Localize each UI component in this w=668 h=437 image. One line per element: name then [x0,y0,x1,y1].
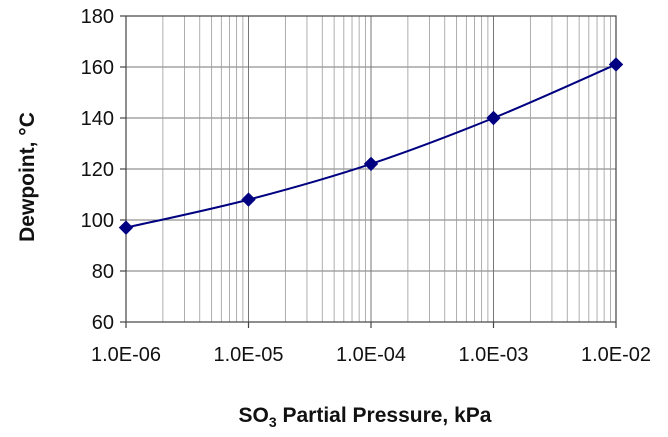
y-tick-label: 180 [81,6,114,28]
y-tick-label: 120 [81,159,114,181]
y-tick-label: 160 [81,57,114,79]
x-axis-title-sub: 3 [269,414,277,430]
x-axis-title: SO3 Partial Pressure, kPa [239,404,492,430]
data-point-marker [486,110,501,126]
y-axis-title: Dewpoint, °C [16,112,39,242]
data-point-marker [241,192,256,207]
x-axis-tick-labels: 1.0E-06 1.0E-05 1.0E-04 1.0E-03 1.0E-02 [91,322,651,366]
grid-lines [125,15,617,323]
y-tick-label: 140 [81,108,114,130]
x-axis-title-pre: SO [239,404,269,427]
x-tick-label: 1.0E-02 [581,344,651,366]
y-tick-label: 80 [92,261,114,283]
x-tick-label: 1.0E-03 [458,344,528,366]
x-axis-title-post: Partial Pressure, kPa [277,404,492,427]
y-tick-label: 60 [92,312,114,334]
data-point-marker [608,57,624,72]
x-tick-label: 1.0E-04 [336,344,406,366]
x-tick-label: 1.0E-06 [91,344,161,366]
data-point-marker [363,156,379,172]
y-tick-label: 100 [81,210,114,232]
series-layer [118,57,624,235]
y-axis-tick-labels: 60 80 100 120 140 160 180 [81,6,126,334]
data-point-marker [118,220,134,235]
x-tick-label: 1.0E-05 [213,344,283,366]
